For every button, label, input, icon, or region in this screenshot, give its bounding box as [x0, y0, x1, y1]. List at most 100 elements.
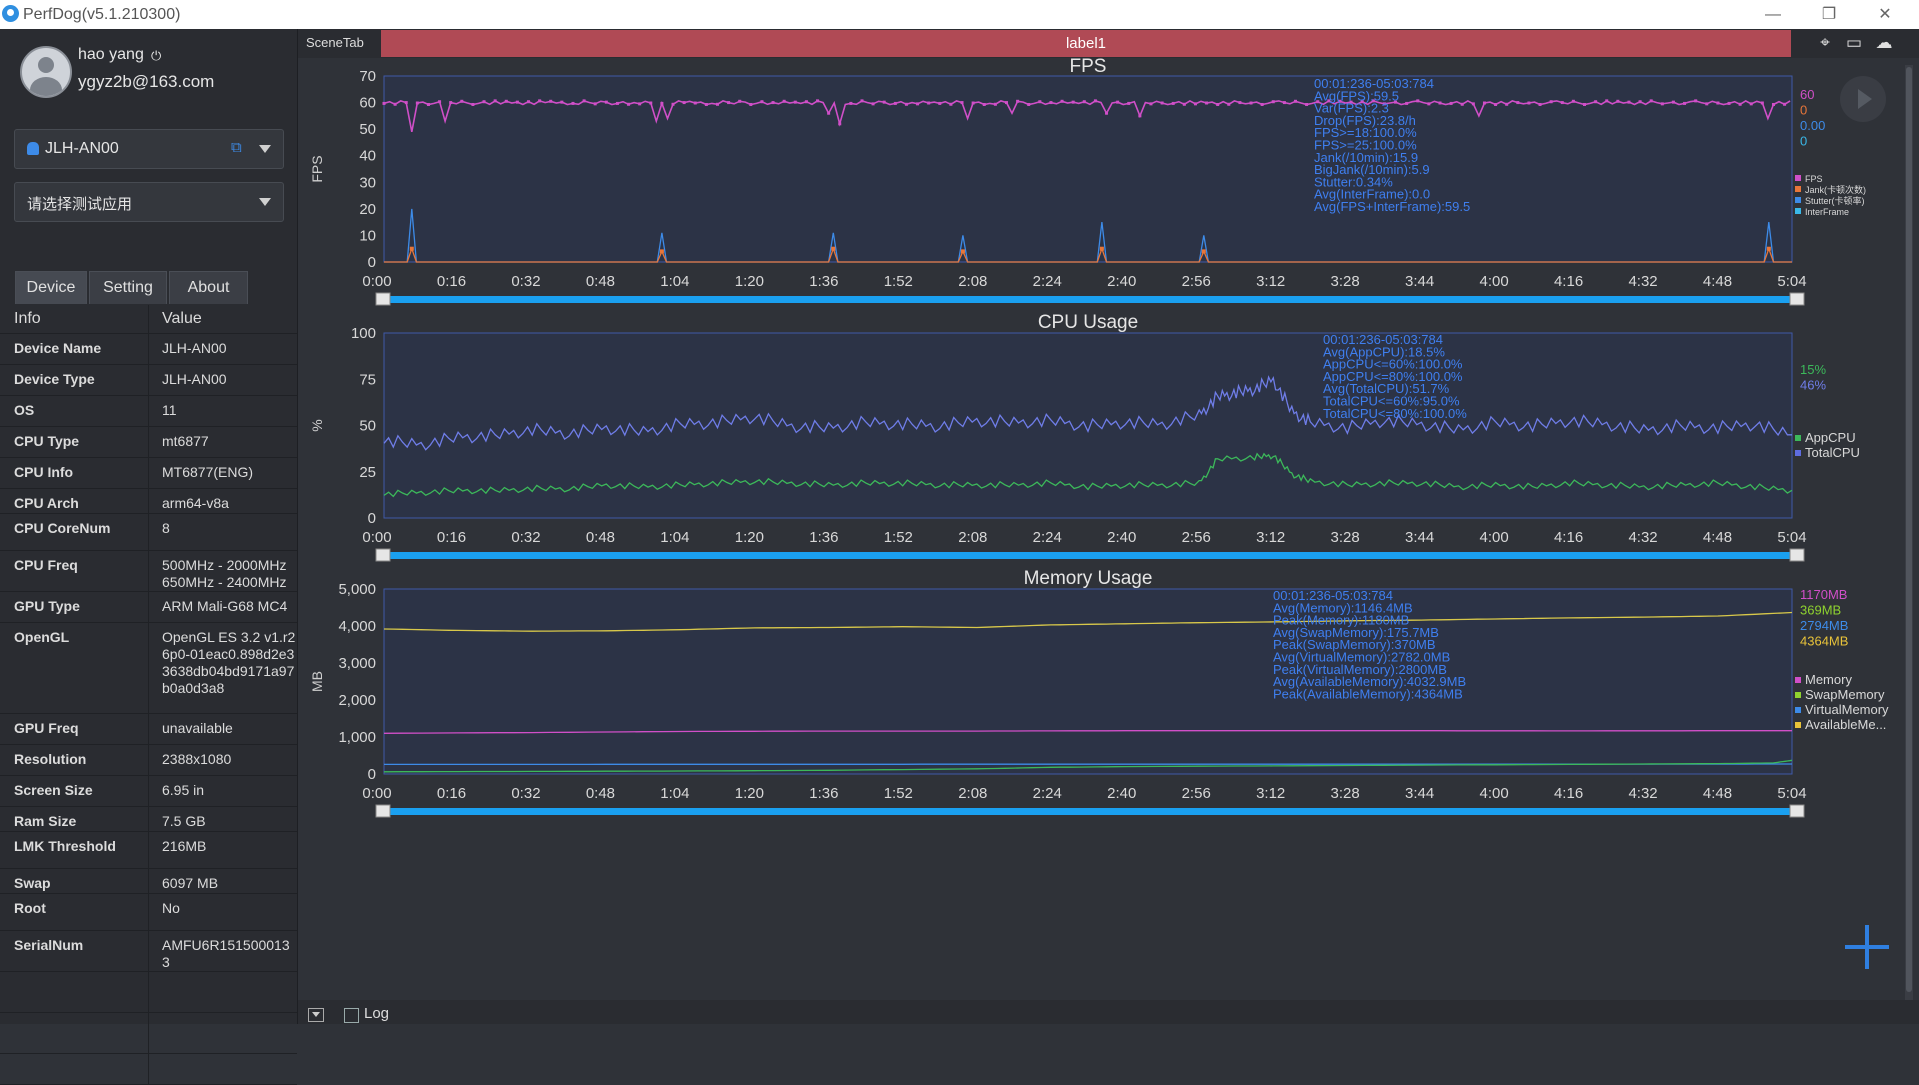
info-value: JLH-AN00: [162, 371, 297, 388]
device-select[interactable]: JLH-AN00 ⧉: [14, 129, 284, 169]
x-tick-label: 0:32: [511, 529, 540, 546]
y-tick-label: 60: [359, 95, 376, 112]
x-tick-label: 1:04: [660, 273, 689, 290]
fps-point: [1583, 103, 1586, 106]
fps-point: [1149, 102, 1152, 105]
x-tick-label: 4:48: [1703, 273, 1732, 290]
minimize-button[interactable]: —: [1745, 0, 1801, 29]
legend-swatch: [1795, 208, 1801, 214]
table-row: [0, 1013, 297, 1054]
avatar[interactable]: [20, 46, 72, 98]
fps-point: [727, 101, 730, 104]
fps-point: [883, 101, 886, 104]
fps-point: [638, 102, 641, 105]
tab-device[interactable]: Device: [15, 271, 87, 304]
info-key: Screen Size: [14, 782, 93, 798]
fps-point: [1216, 103, 1219, 106]
x-tick-label: 2:08: [958, 785, 987, 802]
bottom-bar: Log: [298, 1000, 1919, 1024]
info-value: JLH-AN00: [162, 340, 297, 357]
vertical-scrollbar[interactable]: [1905, 65, 1913, 1000]
table-row: [0, 972, 297, 1013]
y-axis-label: FPS: [309, 155, 325, 182]
fps-point: [1405, 102, 1408, 105]
scene-tab-label[interactable]: SceneTab: [306, 35, 364, 50]
x-tick-label: 0:00: [362, 273, 391, 290]
link-icon[interactable]: ⧉: [231, 140, 247, 156]
location-icon[interactable]: ⌖: [1815, 33, 1835, 53]
legend-swatch: [1795, 175, 1801, 181]
x-tick-label: 1:20: [735, 785, 764, 802]
stat-line: Avg(FPS+InterFrame):59.5: [1314, 199, 1470, 214]
x-tick-label: 3:44: [1405, 529, 1434, 546]
chevron-down-icon: [259, 198, 271, 206]
fps-point: [994, 103, 997, 106]
plot-area: [384, 589, 1792, 774]
x-tick-label: 4:16: [1554, 785, 1583, 802]
fps-point: [816, 99, 819, 102]
fps-point: [1138, 114, 1141, 117]
log-checkbox[interactable]: [344, 1008, 359, 1023]
info-value: 6097 MB: [162, 875, 297, 892]
app-select[interactable]: 请选择测试应用: [14, 182, 284, 222]
x-tick-label: 0:16: [437, 785, 466, 802]
fps-point: [1672, 101, 1675, 104]
fps-point: [794, 101, 797, 104]
stat-line: TotalCPU<=80%:100.0%: [1323, 406, 1467, 421]
tab-setting[interactable]: Setting: [89, 271, 167, 304]
info-value: 11: [162, 402, 297, 419]
scene-label[interactable]: label1: [381, 30, 1791, 57]
fps-point: [849, 102, 852, 105]
chart-title: Memory Usage: [1024, 568, 1153, 589]
fps-point: [1072, 101, 1075, 104]
x-tick-label: 3:28: [1331, 785, 1360, 802]
fps-point: [1450, 102, 1453, 105]
add-chart-button[interactable]: [1845, 925, 1889, 969]
fps-point: [1461, 103, 1464, 106]
info-value: mt6877: [162, 433, 297, 450]
x-tick-label: 2:40: [1107, 273, 1136, 290]
play-button[interactable]: [1840, 76, 1886, 122]
restore-button[interactable]: ❐: [1801, 0, 1857, 29]
log-label: Log: [364, 1005, 389, 1022]
power-icon[interactable]: ⏻: [151, 48, 161, 64]
current-value: 0: [1800, 134, 1807, 149]
y-tick-label: 5,000: [338, 581, 376, 598]
x-tick-label: 2:08: [958, 529, 987, 546]
info-key: LMK Threshold: [14, 838, 116, 854]
folder-icon[interactable]: ▭: [1844, 33, 1864, 53]
x-tick-label: 4:48: [1703, 785, 1732, 802]
fps-point: [1516, 101, 1519, 104]
fps-point: [772, 101, 775, 104]
fps-point: [1750, 102, 1753, 105]
close-button[interactable]: ✕: [1857, 0, 1913, 29]
info-key: SerialNum: [14, 937, 83, 953]
fps-point: [505, 100, 508, 103]
title-bar: PerfDog(v5.1.210300) — ❐ ✕: [0, 0, 1919, 29]
fps-point: [1238, 101, 1241, 104]
fps-point: [1049, 101, 1052, 104]
fps-point: [1705, 102, 1708, 105]
x-tick-label: 2:40: [1107, 529, 1136, 546]
tab-about[interactable]: About: [169, 271, 248, 304]
fps-point: [1094, 99, 1097, 102]
fps-point: [1250, 101, 1253, 104]
info-key: CPU Type: [14, 433, 79, 449]
info-key: OpenGL: [14, 629, 69, 645]
table-row: CPU Type mt6877: [0, 427, 297, 458]
fps-point: [416, 101, 419, 104]
fps-point: [694, 101, 697, 104]
x-tick-label: 0:16: [437, 273, 466, 290]
expand-panel-button[interactable]: [308, 1008, 324, 1022]
cloud-icon[interactable]: ☁: [1874, 33, 1894, 53]
info-key: Ram Size: [14, 813, 76, 829]
fps-point: [1728, 102, 1731, 105]
fps-point: [383, 102, 386, 105]
chart-title: CPU Usage: [1038, 312, 1138, 333]
x-tick-label: 1:52: [884, 785, 913, 802]
fps-point: [460, 100, 463, 103]
fps-point: [1539, 103, 1542, 106]
fps-point: [1716, 101, 1719, 104]
